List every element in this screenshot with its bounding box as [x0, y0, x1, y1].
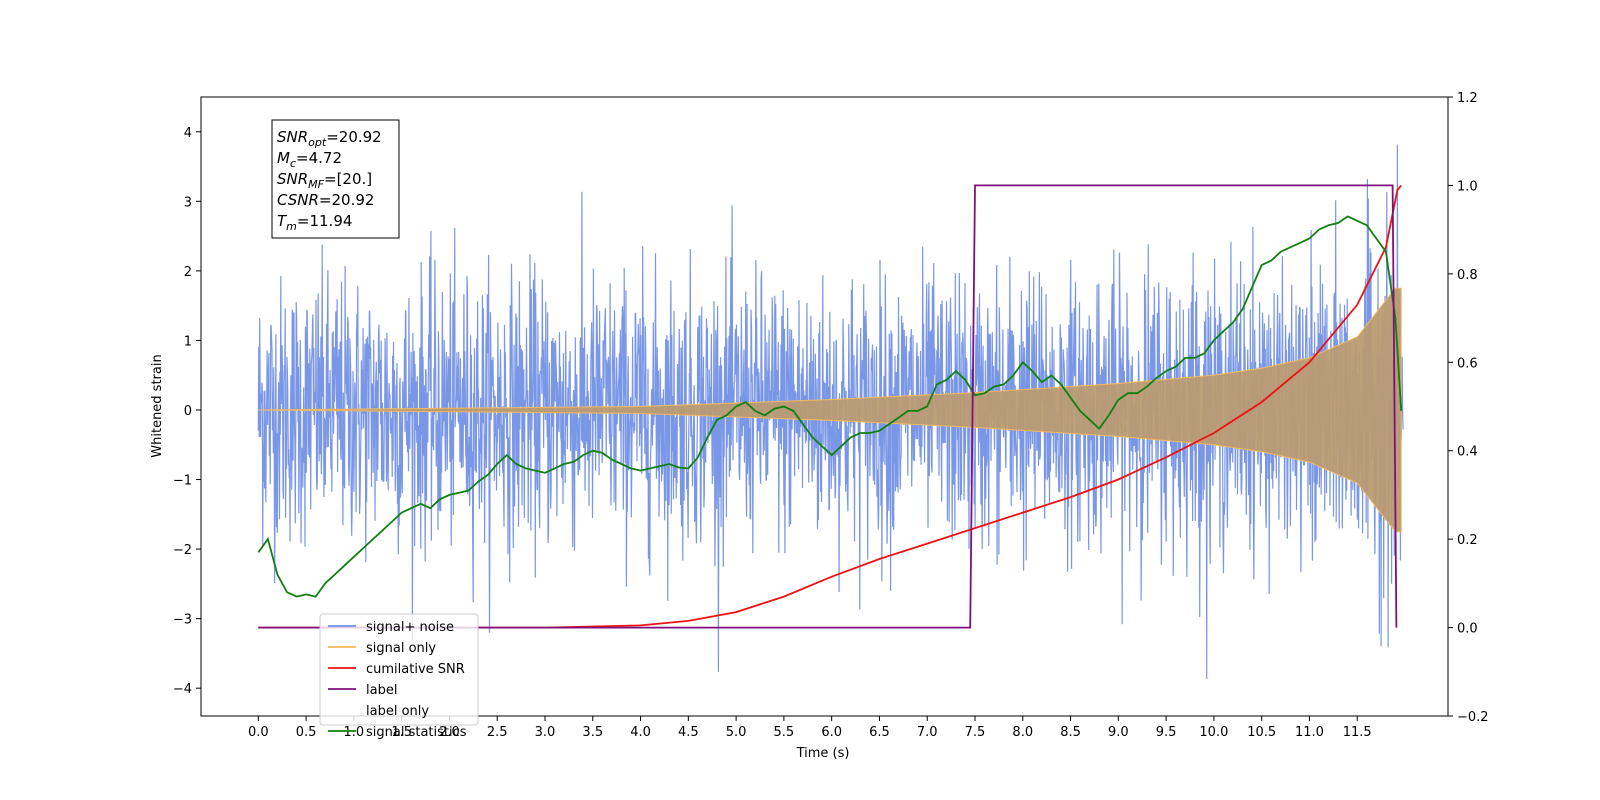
x-tick-label: 1.0: [344, 725, 365, 740]
x-tick-label: 5.5: [774, 725, 795, 740]
y2-tick-label: 1.2: [1457, 91, 1478, 106]
x-tick-label: 8.0: [1012, 725, 1033, 740]
annotation-box: SNRopt=20.92Mc=4.72SNRMF=[20.]CSNR=20.92…: [271, 119, 400, 239]
x-axis: 0.0 0.5 1.0 1.5 2.0 2.5 3.0 3.5 4.0 4.5 5.0 5.5 6.0 6…: [248, 716, 1372, 740]
y-axis-right: −0.2 0.0 0.2 0.4 0.6 0.8 1.0 1.2: [1448, 91, 1489, 725]
legend-label: label: [366, 683, 397, 698]
y-tick-label: 4: [184, 126, 192, 141]
legend: signal+ noise signal only cumilative SNR la…: [319, 613, 479, 740]
legend-label: label only: [366, 704, 429, 719]
y-tick-label: 2: [184, 265, 192, 280]
x-tick-label: 5.0: [726, 725, 747, 740]
x-tick-label: 7.5: [965, 725, 986, 740]
y2-tick-label: 0.6: [1457, 356, 1478, 371]
y2-tick-label: 0.4: [1457, 445, 1478, 460]
annotation-line: CSNR=20.92: [277, 191, 374, 209]
y2-tick-label: 0.2: [1457, 533, 1478, 548]
annotation-line: Mc=4.72: [277, 149, 342, 170]
plot-frame: [200, 96, 1449, 717]
series-label: [258, 184, 1398, 629]
annotation-line: SNRMF=[20.]: [277, 170, 372, 191]
annotation-line: Tm=11.94: [277, 212, 352, 233]
x-tick-label: 2.5: [487, 725, 508, 740]
legend-label: cumilative SNR: [366, 662, 465, 677]
x-tick-label: 10.0: [1199, 725, 1228, 740]
y-tick-label: −4: [173, 682, 192, 697]
series-signal-statistics: [257, 215, 1403, 598]
x-tick-label: 10.5: [1247, 725, 1276, 740]
y-tick-label: 3: [184, 195, 192, 210]
x-tick-label: 6.0: [821, 725, 842, 740]
x-tick-label: 4.0: [630, 725, 651, 740]
x-tick-label: 0.0: [248, 725, 269, 740]
x-tick-label: 7.0: [917, 725, 938, 740]
x-tick-label: 1.5: [391, 725, 412, 740]
legend-label: signal+ noise: [366, 620, 454, 635]
x-tick-label: 11.5: [1343, 725, 1372, 740]
x-tick-label: 0.5: [296, 725, 317, 740]
x-tick-label: 9.5: [1156, 725, 1177, 740]
y2-tick-label: 1.0: [1457, 179, 1478, 194]
x-tick-label: 9.0: [1108, 725, 1129, 740]
x-tick-label: 4.5: [678, 725, 699, 740]
x-tick-label: 11.0: [1295, 725, 1324, 740]
y-tick-label: −3: [173, 613, 192, 628]
y2-tick-label: −0.2: [1457, 710, 1489, 725]
x-tick-label: 6.5: [869, 725, 890, 740]
y2-tick-label: 0.8: [1457, 268, 1478, 283]
y-tick-label: −2: [173, 543, 192, 558]
series-cumulative-snr: [258, 184, 1402, 629]
x-tick-label: 8.5: [1060, 725, 1081, 740]
y-tick-label: −1: [173, 474, 192, 489]
y-tick-label: 0: [184, 404, 192, 419]
y-axis-left: −4 −3 −2 −1 0 1 2 3 4: [173, 126, 201, 697]
series-layer: [257, 144, 1404, 679]
x-tick-label: 2.0: [439, 725, 460, 740]
x-tick-label: 3.5: [582, 725, 603, 740]
x-tick-label: 3.0: [535, 725, 556, 740]
annotation-line: SNRopt=20.92: [277, 128, 382, 149]
x-axis-label: Time (s): [796, 746, 850, 761]
y-axis-label: Whitened strain: [150, 354, 165, 457]
legend-label: signal statistics: [366, 725, 467, 740]
legend-label: signal only: [366, 641, 436, 656]
y-tick-label: 1: [184, 334, 192, 349]
y2-tick-label: 0.0: [1457, 622, 1478, 637]
